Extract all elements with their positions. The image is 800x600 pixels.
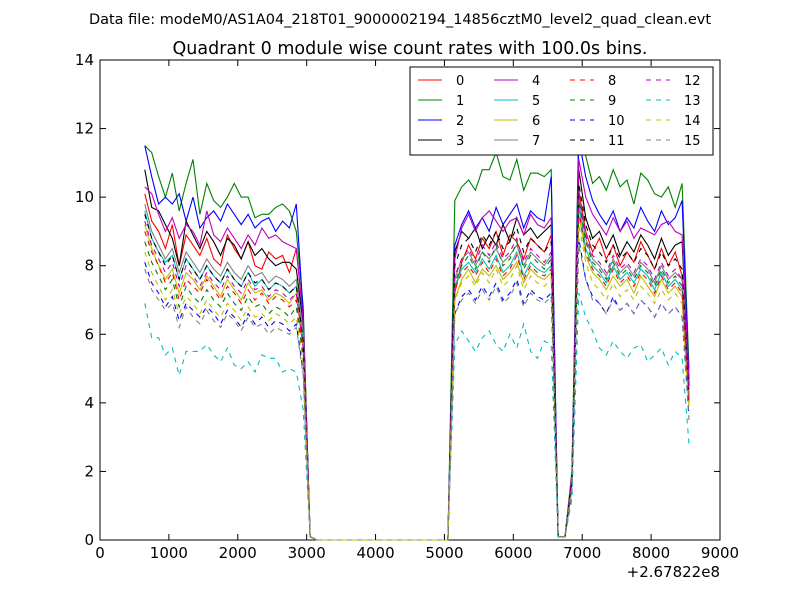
series-line-7 <box>144 197 690 541</box>
y-tick-label: 10 <box>75 188 94 206</box>
legend-label-11: 11 <box>608 134 625 149</box>
series-line-4 <box>144 159 690 541</box>
x-tick-label: 6000 <box>494 544 532 562</box>
legend-label-5: 5 <box>532 94 540 109</box>
legend-label-6: 6 <box>532 114 540 129</box>
suptitle: Data file: modeM0/AS1A04_218T01_90000021… <box>89 12 711 28</box>
series-lines <box>144 124 690 541</box>
series-line-11 <box>144 183 690 541</box>
legend-label-0: 0 <box>456 74 464 89</box>
x-tick-label: 1000 <box>150 544 188 562</box>
legend-label-14: 14 <box>684 114 701 129</box>
series-line-1 <box>144 124 690 541</box>
x-tick-label: 7000 <box>563 544 601 562</box>
y-tick-label: 2 <box>84 462 94 480</box>
x-tick-label: 8000 <box>632 544 670 562</box>
legend-label-9: 9 <box>608 94 616 109</box>
legend-label-12: 12 <box>684 74 701 89</box>
series-line-12 <box>144 193 690 541</box>
x-tick-label: 2000 <box>219 544 257 562</box>
series-line-9 <box>144 200 690 541</box>
legend-label-7: 7 <box>532 134 540 149</box>
x-tick-label: 3000 <box>288 544 326 562</box>
legend-label-10: 10 <box>608 114 625 129</box>
x-offset-label: +2.67822e8 <box>627 563 720 581</box>
legend-frame <box>409 66 714 156</box>
legend-label-2: 2 <box>456 114 464 129</box>
legend-label-3: 3 <box>456 134 464 149</box>
series-line-3 <box>144 169 690 541</box>
x-tick-label: 5000 <box>425 544 463 562</box>
legend-label-13: 13 <box>684 94 701 109</box>
legend-label-4: 4 <box>532 74 540 89</box>
legend-label-1: 1 <box>456 94 464 109</box>
series-line-14 <box>144 224 690 541</box>
chart-title: Quadrant 0 module wise count rates with … <box>173 39 648 59</box>
x-tick-label: 4000 <box>356 544 394 562</box>
y-tick-label: 0 <box>84 531 94 549</box>
series-line-5 <box>144 203 690 541</box>
y-tick-label: 8 <box>84 257 94 275</box>
series-line-0 <box>144 190 690 541</box>
axis-ticks: 0 1000 2000 3000 4000 5000 6000 7000 8000 9000 0 2 4… <box>75 51 739 562</box>
legend-label-8: 8 <box>608 74 616 89</box>
y-tick-label: 6 <box>84 325 94 343</box>
legend-label-15: 15 <box>684 134 701 149</box>
x-tick-label: 0 <box>95 544 105 562</box>
x-tick-label: 9000 <box>701 544 739 562</box>
y-tick-label: 14 <box>75 51 94 69</box>
series-line-13 <box>144 292 690 541</box>
series-line-15 <box>144 244 690 541</box>
y-tick-label: 4 <box>84 394 94 412</box>
series-line-6 <box>144 214 690 541</box>
y-tick-label: 12 <box>75 120 94 138</box>
